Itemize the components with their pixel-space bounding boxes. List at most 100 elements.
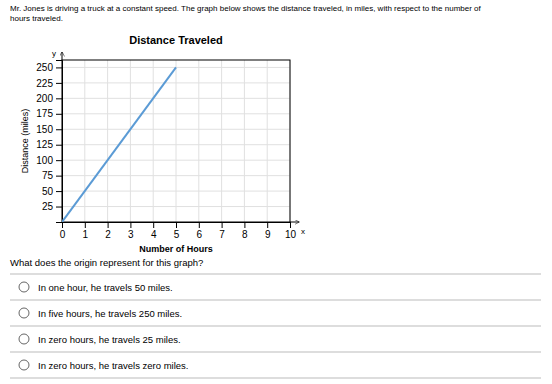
x-tick-mark bbox=[222, 222, 223, 228]
y-tick-mark bbox=[56, 98, 62, 99]
grid-line-x bbox=[153, 60, 154, 222]
x-tick: 3 bbox=[128, 222, 134, 240]
x-tick: 4 bbox=[151, 222, 157, 240]
x-axis-title: Number of Hours bbox=[139, 244, 213, 254]
option-separator bbox=[10, 300, 541, 301]
x-tick: 0 bbox=[60, 222, 66, 240]
y-tick: 50 bbox=[42, 186, 62, 197]
grid-line-y bbox=[62, 82, 290, 83]
grid-line-y bbox=[62, 113, 290, 114]
axis-arrow bbox=[290, 222, 299, 223]
y-tick-label: 225 bbox=[36, 78, 53, 89]
y-tick-label: 175 bbox=[36, 108, 53, 119]
y-tick: 250 bbox=[36, 62, 62, 73]
y-tick-label: 100 bbox=[36, 155, 53, 166]
y-tick-label: 250 bbox=[36, 62, 53, 73]
radio-button[interactable] bbox=[19, 360, 29, 370]
y-tick-mark bbox=[56, 145, 62, 146]
y-axis: 25 50 75 100 125 150 175 200 225 250 bbox=[36, 61, 62, 223]
description: Mr. Jones is driving a truck at a consta… bbox=[10, 4, 542, 24]
option-text[interactable]: In zero hours, he travels zero miles. bbox=[38, 360, 188, 371]
y-tick-label: 125 bbox=[36, 139, 53, 150]
x-tick-mark bbox=[267, 222, 268, 228]
x-tick-mark bbox=[85, 222, 86, 228]
grid-line-x bbox=[198, 60, 199, 222]
x-tick: 9 bbox=[265, 222, 271, 240]
x-tick-label: 7 bbox=[219, 229, 225, 240]
y-tick-mark bbox=[56, 67, 62, 68]
x-tick-label: 9 bbox=[265, 229, 271, 240]
x-tick-mark bbox=[244, 222, 245, 228]
x-tick: 5 bbox=[174, 222, 180, 240]
y-tick-label: 50 bbox=[42, 186, 54, 197]
x-axis-line bbox=[63, 223, 291, 229]
description-line: hours traveled. bbox=[10, 14, 542, 24]
y-tick: 225 bbox=[36, 78, 62, 89]
x-tick-label: 6 bbox=[197, 229, 203, 240]
chart-title: Distance Traveled bbox=[129, 34, 223, 46]
option-text[interactable]: In one hour, he travels 50 miles. bbox=[38, 282, 173, 293]
y-tick: 75 bbox=[42, 170, 62, 181]
x-tick-mark bbox=[153, 222, 154, 228]
x-tick: 6 bbox=[197, 222, 203, 240]
option-text[interactable]: In five hours, he travels 250 miles. bbox=[38, 308, 182, 319]
radio-button[interactable] bbox=[19, 308, 29, 318]
grid-line-x bbox=[244, 60, 245, 222]
x-tick-label: 2 bbox=[105, 229, 111, 240]
x-tick-label: 8 bbox=[242, 229, 248, 240]
grid-line-x bbox=[176, 60, 177, 222]
axis-annotation: x bbox=[301, 227, 305, 236]
grid-line-x bbox=[267, 60, 268, 222]
x-tick-mark bbox=[176, 222, 177, 228]
y-tick-mark bbox=[56, 176, 62, 177]
y-axis-title: Distance (miles) bbox=[20, 109, 30, 174]
grid-line-y bbox=[62, 160, 290, 161]
option-separator bbox=[10, 378, 541, 379]
plot-background bbox=[62, 60, 290, 222]
option-separator bbox=[10, 352, 541, 353]
y-tick: 200 bbox=[36, 93, 62, 104]
y-tick: 125 bbox=[36, 139, 62, 150]
grid-line-y bbox=[62, 129, 290, 130]
option[interactable]: In zero hours, he travels zero miles. bbox=[19, 360, 188, 371]
y-tick-mark bbox=[56, 207, 62, 208]
option[interactable]: In five hours, he travels 250 miles. bbox=[19, 308, 182, 319]
y-tick: 100 bbox=[36, 155, 62, 166]
option-separator bbox=[10, 326, 541, 327]
y-tick-label: 150 bbox=[36, 124, 53, 135]
description-line: Mr. Jones is driving a truck at a consta… bbox=[10, 4, 542, 14]
grid-line-x bbox=[107, 60, 108, 222]
option-text[interactable]: In zero hours, he travels 25 miles. bbox=[38, 334, 181, 345]
x-tick-label: 5 bbox=[174, 229, 180, 240]
x-tick-label: 10 bbox=[285, 229, 297, 240]
x-tick: 8 bbox=[242, 222, 248, 240]
y-tick-mark bbox=[56, 114, 62, 115]
grid-line-x bbox=[221, 60, 222, 222]
radio-button[interactable] bbox=[19, 334, 29, 344]
axis-annotation: y bbox=[52, 49, 56, 58]
grid-line-x bbox=[130, 60, 131, 222]
x-tick: 1 bbox=[83, 222, 89, 240]
y-tick: 175 bbox=[36, 108, 62, 119]
radio-button[interactable] bbox=[19, 282, 29, 292]
grid bbox=[62, 60, 290, 222]
x-tick-mark bbox=[108, 222, 109, 228]
x-tick: 2 bbox=[105, 222, 111, 240]
x-tick-mark bbox=[199, 222, 200, 228]
x-tick-mark bbox=[130, 222, 131, 228]
page: 0 1 2 34 5 6 7 8 9 10 25 50 75 100 125 150 175 200 225 250 D… bbox=[0, 0, 552, 384]
x-tick-mark bbox=[290, 222, 291, 228]
grid-line-y bbox=[62, 144, 290, 145]
option[interactable]: In one hour, he travels 50 miles. bbox=[19, 282, 173, 293]
option-separator bbox=[10, 274, 541, 275]
y-tick-mark bbox=[56, 160, 62, 161]
y-axis-line bbox=[56, 61, 63, 223]
y-tick: 150 bbox=[36, 124, 62, 135]
y-tick-mark bbox=[56, 129, 62, 130]
option[interactable]: In zero hours, he travels 25 miles. bbox=[19, 334, 181, 345]
x-tick: 7 bbox=[219, 222, 225, 240]
y-tick-label: 25 bbox=[42, 201, 54, 212]
y-tick-mark bbox=[56, 191, 62, 192]
plot-frame bbox=[62, 60, 290, 222]
x-tick-label: 0 bbox=[60, 229, 66, 240]
